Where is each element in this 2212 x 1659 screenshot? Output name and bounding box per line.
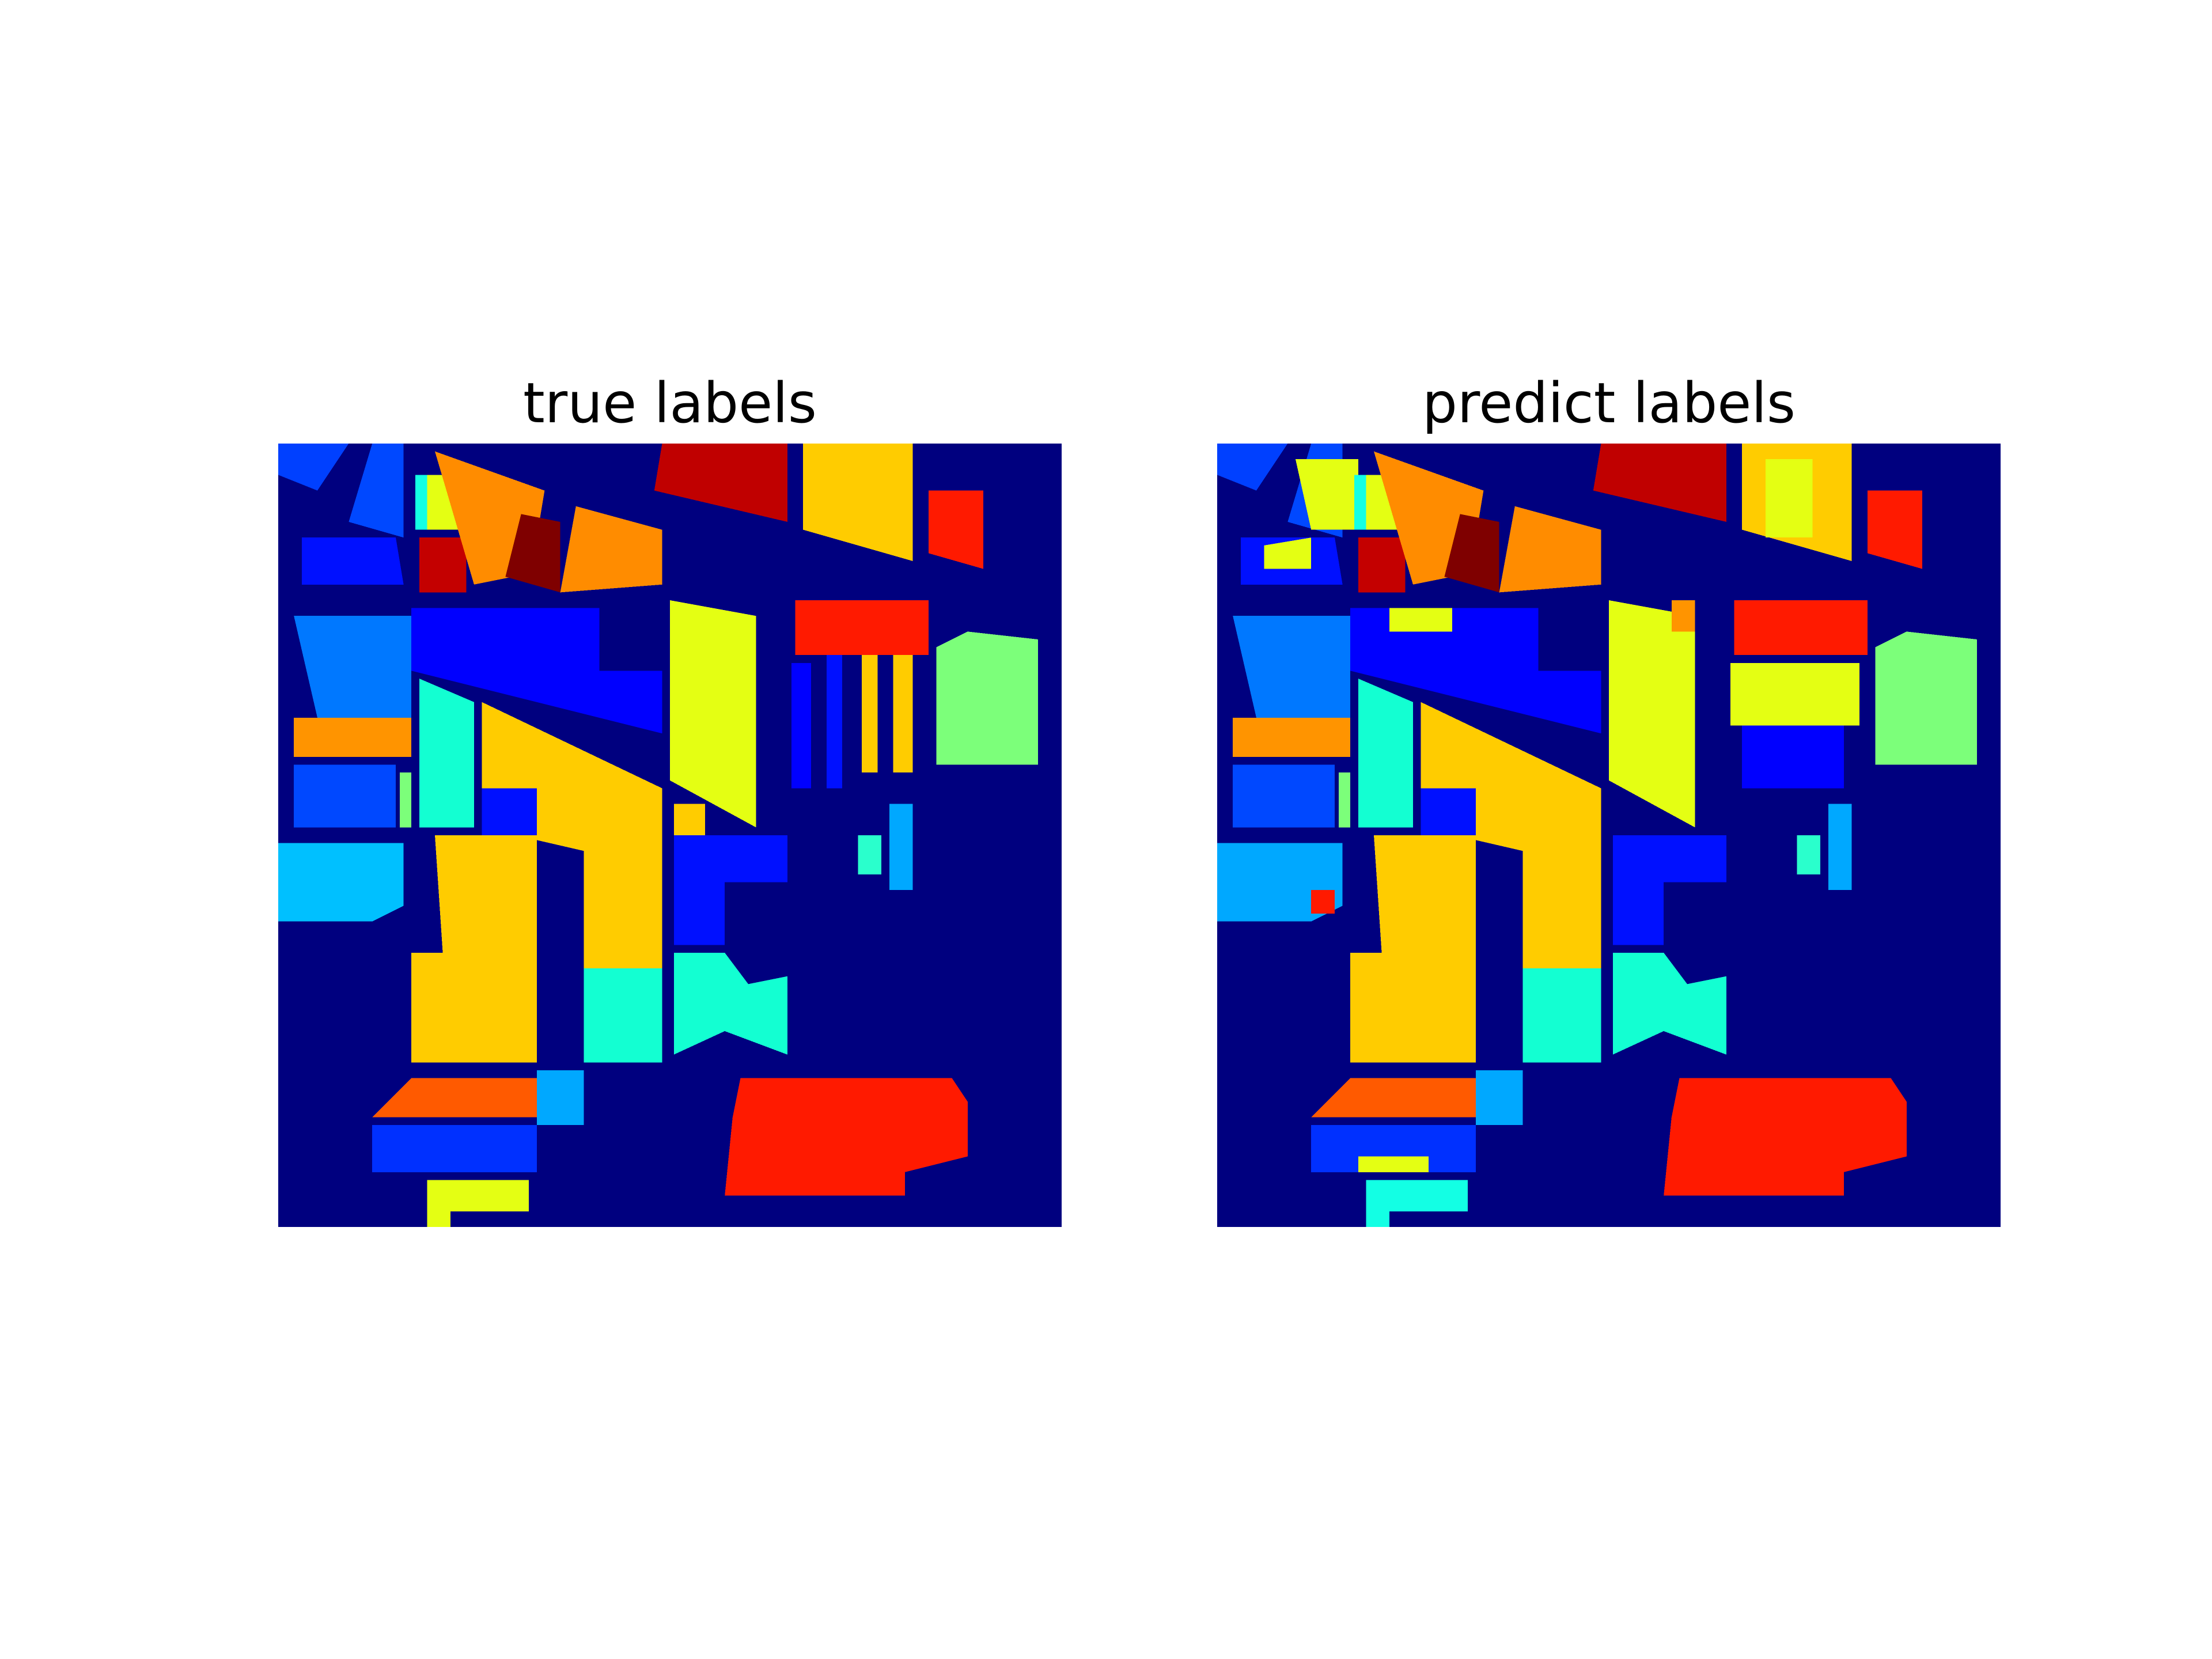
class-region-26 [1350,835,1476,1063]
class-region-39 [1475,1070,1523,1126]
class-region-14 [294,718,412,757]
class-region-26 [791,662,811,789]
class-region-38 [1311,1078,1476,1118]
true-labels-title: true labels [523,371,817,435]
class-region-39 [725,1078,968,1196]
class-region-37 [372,1125,537,1172]
class-region-28 [862,655,878,773]
class-region-13 [411,608,662,734]
class-region-22 [670,600,756,828]
class-region-32 [889,804,913,891]
predict-labels-map [1217,444,2001,1227]
class-region-29 [893,655,913,773]
class-region-11 [1593,444,1726,522]
class-region-17 [1389,608,1452,632]
class-region-23 [673,804,706,835]
class-region-18 [1233,718,1351,757]
true-labels-map [278,444,1062,1227]
class-region-8 [560,506,662,593]
class-region-30 [1734,600,1868,656]
class-region-27 [1609,600,1695,828]
class-region-31 [858,835,882,874]
class-region-33 [584,968,662,1063]
class-region-1 [349,444,404,538]
class-region-41 [1358,1156,1429,1172]
class-region-20 [1338,772,1351,828]
class-region-36 [1522,968,1601,1063]
class-region-5 [419,537,467,593]
class-region-13 [1766,459,1813,538]
class-region-7 [505,514,560,593]
class-region-40 [1311,1125,1476,1172]
class-region-16 [399,772,412,828]
class-region-0 [278,444,349,491]
class-region-21 [411,835,537,1063]
class-region-42 [1366,1180,1468,1227]
class-region-19 [1233,764,1335,828]
class-region-25 [795,600,929,656]
class-region-25 [1421,788,1476,835]
true-labels-panel: true labels [278,363,1062,1227]
predict-labels-title: predict labels [1422,371,1796,435]
class-region-24 [673,835,787,945]
class-region-27 [827,655,843,789]
class-region-9 [1444,514,1499,593]
class-region-29 [1612,835,1726,945]
class-region-35 [372,1078,537,1118]
class-region-10 [1499,506,1601,593]
class-region-30 [936,631,1039,765]
class-region-18 [419,679,474,828]
class-region-23 [1358,679,1413,828]
class-region-31 [1730,662,1860,726]
class-region-38 [427,1180,529,1227]
class-region-17 [278,843,404,922]
class-region-28 [1671,600,1695,632]
class-region-9 [654,444,787,522]
class-region-11 [928,490,983,569]
class-region-4 [1296,459,1358,530]
predict-labels-panel: predict labels [1217,363,2001,1227]
class-region-7 [1358,537,1406,593]
class-region-36 [536,1070,584,1126]
class-region-34 [673,953,787,1055]
class-region-2 [301,537,404,585]
class-region-32 [1742,725,1844,789]
class-region-37 [1612,953,1726,1055]
class-region-15 [1233,616,1351,718]
class-region-22 [1311,890,1335,914]
class-region-35 [1828,804,1852,891]
class-region-33 [1875,631,1978,765]
class-region-10 [803,444,913,561]
class-region-34 [1797,835,1821,874]
class-region-12 [294,616,412,718]
class-region-5 [1354,475,1366,530]
class-region-3 [415,475,427,530]
class-region-15 [294,764,396,828]
class-region-20 [482,788,537,835]
class-region-3 [1264,537,1312,569]
class-region-43 [1664,1078,1907,1196]
class-region-14 [1867,490,1922,569]
class-region-16 [1350,608,1601,734]
class-region-0 [1217,444,1288,491]
